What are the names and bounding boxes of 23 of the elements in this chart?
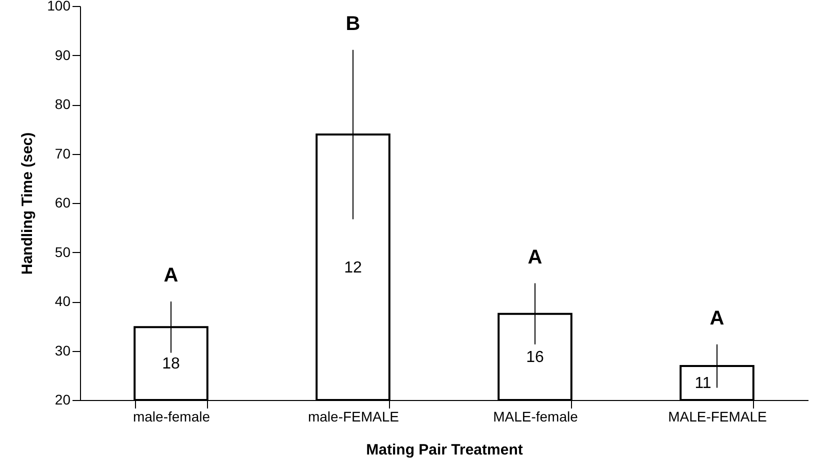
- x-tick-label: MALE-female: [493, 408, 578, 424]
- x-tick-label: male-female: [132, 408, 210, 424]
- annotation: 12: [344, 259, 362, 276]
- x-tick-label: male-FEMALE: [308, 408, 400, 424]
- y-tick-label: 70: [54, 145, 71, 162]
- annotation: A: [710, 307, 724, 330]
- annotation: 11: [694, 375, 712, 392]
- x-tick-label: MALE-FEMALE: [668, 408, 767, 424]
- y-tick-label: 20: [54, 392, 71, 408]
- annotation: A: [528, 246, 542, 268]
- y-tick-label: 100: [47, 0, 71, 14]
- annotation: 16: [526, 348, 544, 366]
- y-tick-label: 50: [54, 244, 71, 260]
- y-tick-label: 30: [54, 342, 71, 358]
- annotation: 18: [162, 356, 180, 373]
- y-tick-label: 80: [54, 96, 71, 112]
- y-tick-label: 60: [54, 194, 71, 210]
- y-tick-label: 90: [54, 46, 71, 63]
- annotation: A: [164, 264, 178, 286]
- annotation: B: [346, 12, 360, 35]
- x-axis-title: Mating Pair Treatment: [366, 442, 523, 458]
- y-tick-label: 40: [54, 293, 71, 309]
- y-axis-title: Handling Time (sec): [19, 132, 36, 275]
